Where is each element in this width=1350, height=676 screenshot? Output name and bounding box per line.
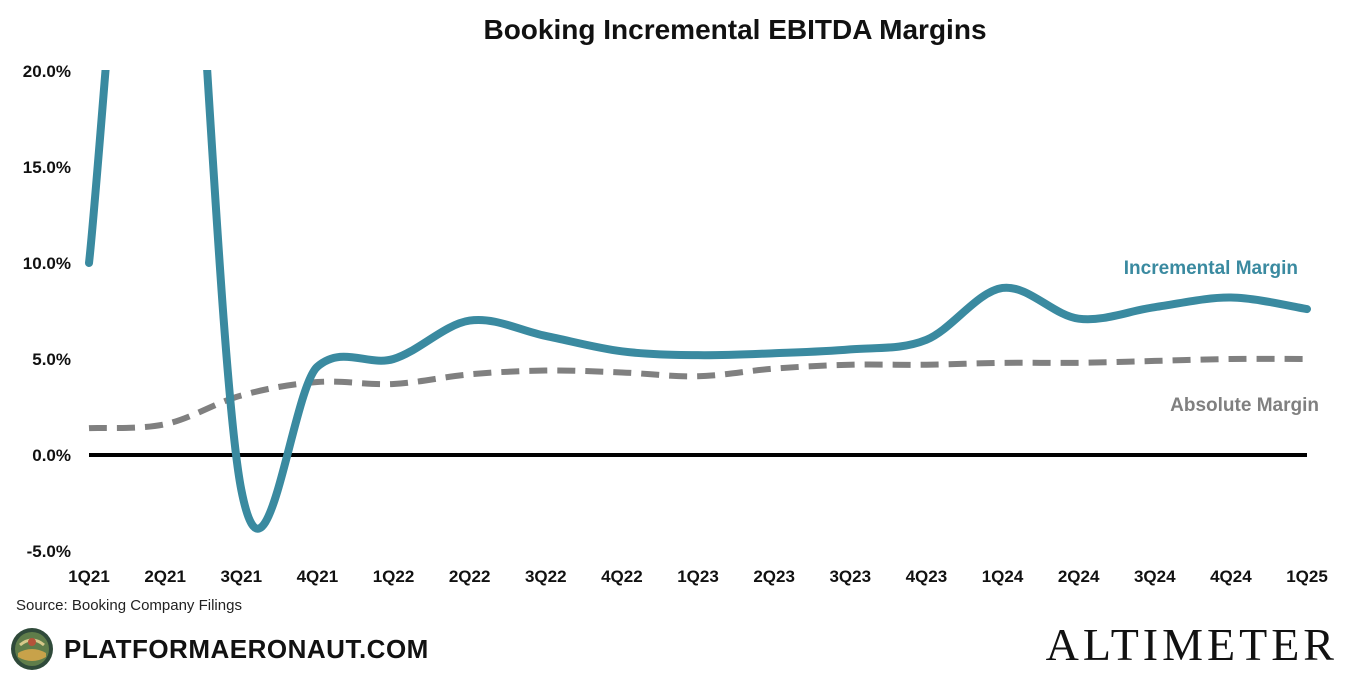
y-tick-label: 5.0% [32,350,71,369]
chart-title: Booking Incremental EBITDA Margins [483,14,987,45]
x-tick-label: 4Q24 [1210,567,1252,586]
brand-text: PLATFORMAERONAUT.COM [64,633,429,664]
x-tick-label: 2Q24 [1058,567,1100,586]
series-layer [85,70,1311,533]
absolute-margin-line [88,355,1308,432]
x-tick-label: 1Q22 [373,567,415,586]
y-tick-label: 0.0% [32,446,71,465]
y-tick-label: -5.0% [27,542,71,561]
x-tick-label: 1Q23 [677,567,719,586]
y-axis-labels: -5.0% 0.0% 5.0% 10.0% 15.0% 20.0% [23,62,71,561]
x-tick-label: 2Q22 [449,567,491,586]
x-tick-label: 4Q23 [906,567,948,586]
x-axis-labels: 1Q21 2Q21 3Q21 4Q21 1Q22 2Q22 3Q22 4Q22 1Q23 2Q23… [68,567,1328,586]
x-tick-label: 3Q21 [220,567,262,586]
x-tick-label: 1Q24 [982,567,1024,586]
x-tick-label: 2Q23 [753,567,795,586]
altimeter-logo: ALTIMETER [1045,619,1338,670]
y-tick-label: 15.0% [23,158,71,177]
incremental-margin-label: Incremental Margin [1124,258,1298,279]
x-tick-label: 1Q25 [1286,567,1328,586]
brand: PLATFORMAERONAUT.COM [10,626,429,672]
incremental-margin-line [85,70,1311,533]
source-note: Source: Booking Company Filings [16,597,242,614]
absolute-margin-label: Absolute Margin [1170,395,1319,416]
y-tick-label: 10.0% [23,254,71,273]
x-tick-label: 3Q23 [829,567,871,586]
y-tick-label: 20.0% [23,62,71,81]
x-tick-label: 3Q22 [525,567,567,586]
x-tick-label: 1Q21 [68,567,110,586]
x-tick-label: 4Q21 [297,567,339,586]
x-tick-label: 4Q22 [601,567,643,586]
x-tick-label: 3Q24 [1134,567,1176,586]
x-tick-label: 2Q21 [144,567,186,586]
balloon-globe-icon [11,628,53,670]
